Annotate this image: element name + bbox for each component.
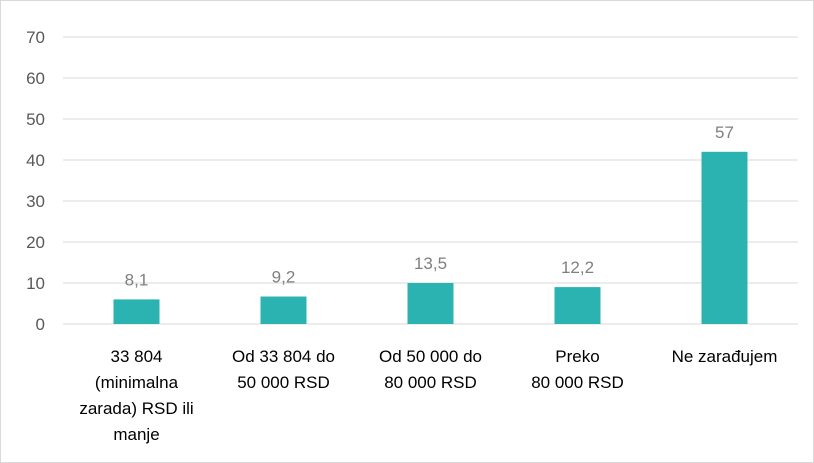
- category-label: Ne zarađujem: [672, 347, 778, 366]
- category-label: Preko: [555, 347, 599, 366]
- data-label: 8,1: [125, 270, 149, 289]
- y-tick-label: 10: [26, 274, 45, 293]
- y-tick-label: 0: [36, 315, 45, 334]
- category-label: 33 804: [111, 347, 163, 366]
- y-tick-label: 60: [26, 69, 45, 88]
- category-label: zarada) RSD ili: [79, 399, 193, 418]
- data-labels: 8,1 9,2 13,5 12,2 57: [125, 123, 734, 290]
- y-axis-ticks: 0 10 20 30 40 50 60 70: [26, 28, 45, 334]
- data-label: 13,5: [414, 254, 447, 273]
- data-label: 12,2: [561, 258, 594, 277]
- category-label: 50 000 RSD: [237, 373, 330, 392]
- data-label: 9,2: [272, 268, 296, 287]
- category-labels: 33 804 (minimalna zarada) RSD ili manje Od 3…: [79, 347, 777, 444]
- bars: [113, 151, 748, 324]
- bar: [701, 151, 748, 324]
- data-label: 57: [715, 123, 734, 142]
- category-label: 80 000 RSD: [531, 373, 624, 392]
- bar: [554, 287, 601, 324]
- y-tick-label: 20: [26, 233, 45, 252]
- category-label: Od 33 804 do: [232, 347, 335, 366]
- y-tick-label: 70: [26, 28, 45, 47]
- bar: [260, 296, 307, 324]
- category-label: Od 50 000 do: [379, 347, 482, 366]
- category-label: manje: [113, 425, 159, 444]
- gridlines: [63, 36, 798, 325]
- category-label: 80 000 RSD: [384, 373, 477, 392]
- bar: [113, 299, 160, 324]
- y-tick-label: 50: [26, 110, 45, 129]
- y-tick-label: 40: [26, 151, 45, 170]
- y-tick-label: 30: [26, 192, 45, 211]
- category-label: (minimalna: [95, 373, 179, 392]
- bar: [407, 283, 454, 324]
